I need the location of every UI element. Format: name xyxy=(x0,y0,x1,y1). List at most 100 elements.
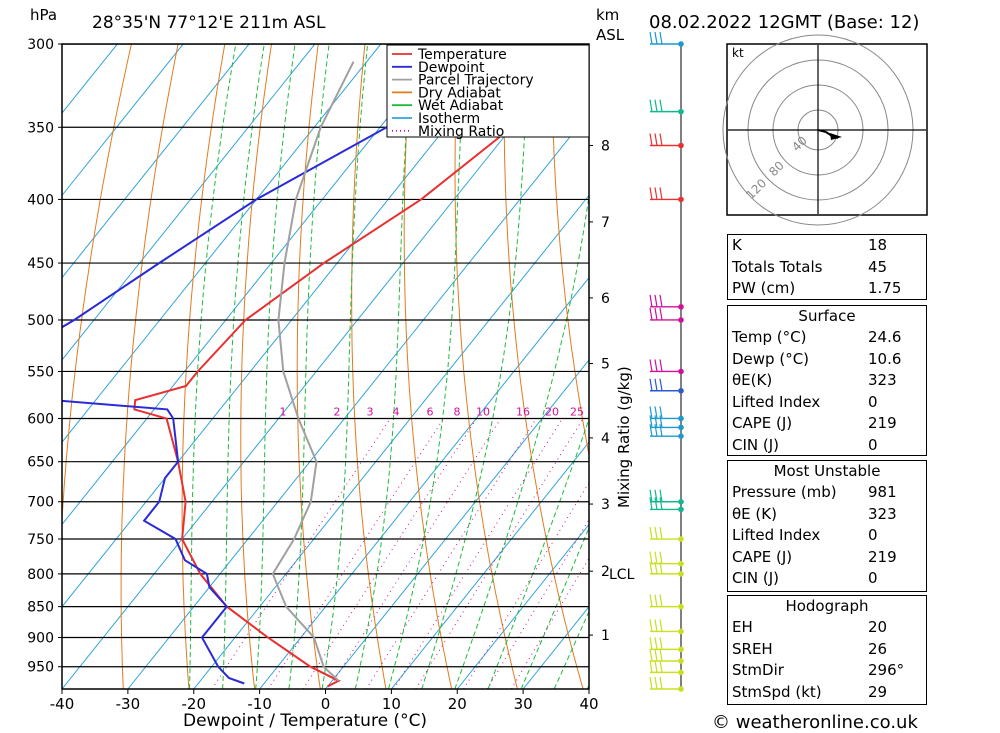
temperature-tick-label: 20 xyxy=(448,695,467,713)
isotherm-line xyxy=(62,44,184,197)
wind-barb-flag xyxy=(654,619,658,632)
wet-adiabat xyxy=(255,44,296,689)
wet-adiabat xyxy=(321,44,369,689)
wind-barb-flag xyxy=(659,359,663,372)
hpa-axis-label: hPa xyxy=(30,6,57,24)
dry-adiabat xyxy=(120,44,179,689)
wind-barb-flag xyxy=(659,133,663,146)
mu-row: CIN (J) 0 xyxy=(732,569,878,588)
lcl-label: LCL xyxy=(609,567,635,583)
wind-barb xyxy=(649,378,684,394)
mixing-ratio-label: 20 xyxy=(545,405,559,418)
mixing-ratio-line xyxy=(302,418,478,689)
legend-box xyxy=(386,44,590,138)
wind-barb-flag xyxy=(654,637,658,650)
wind-barb-flag xyxy=(654,187,658,200)
wind-barb-flag xyxy=(654,406,658,419)
wet-adiabat xyxy=(288,44,330,689)
mixing-ratio-line xyxy=(393,418,563,689)
wind-barb xyxy=(649,526,684,542)
wind-barb-flag xyxy=(659,561,663,574)
index-row-totals: Totals Totals 45 xyxy=(732,257,888,276)
wind-barb-flag xyxy=(649,497,653,510)
wind-barb-flag xyxy=(659,31,663,45)
wind-barb-flag xyxy=(659,637,663,650)
wind-barb-flag xyxy=(649,424,653,437)
series-dewpoint xyxy=(62,44,527,685)
indices-hodograph: Hodograph EH 20 SREH 26 StmDir 296° StmSpd … xyxy=(727,595,927,705)
copyright-text: © weatheronline.co.uk xyxy=(712,712,918,733)
skewt-plot xyxy=(62,44,589,689)
wind-barb xyxy=(649,660,684,676)
hodo-row: EH 20 xyxy=(732,618,888,636)
wind-barb-flag xyxy=(654,294,658,307)
wet-adiabat xyxy=(189,44,237,689)
wind-barb-flag xyxy=(649,359,653,372)
wind-barb-flag xyxy=(654,378,658,391)
wind-level-dot xyxy=(678,304,684,310)
wind-level-dot xyxy=(678,498,684,505)
wet-adiabat xyxy=(520,526,589,689)
wind-level-dot xyxy=(678,41,684,47)
wind-barb-flag xyxy=(649,561,653,574)
wind-level-dot xyxy=(678,686,684,692)
isotherm-line xyxy=(62,44,316,361)
wind-barb xyxy=(649,594,684,610)
wind-level-dot xyxy=(678,506,684,513)
pressure-tick-label: 950 xyxy=(27,660,54,676)
wind-barb-flag xyxy=(649,648,653,662)
wind-barb-flag xyxy=(659,676,663,690)
km-label: km xyxy=(596,6,619,24)
axes: 1 2 3 4 6 8 10 16 20 2530035040045050055060065070… xyxy=(27,37,634,713)
dry-adiabat xyxy=(551,44,589,458)
pressure-tick-label: 500 xyxy=(27,313,54,329)
temperature-tick-label: 10 xyxy=(382,695,401,713)
isotherm-line xyxy=(259,276,589,689)
wind-profile xyxy=(649,31,684,692)
pressure-tick-label: 850 xyxy=(27,600,54,616)
pressure-tick-label: 900 xyxy=(27,631,54,647)
index-row-pw: PW (cm) 1.75 xyxy=(732,279,902,298)
index-row-k: K 18 xyxy=(732,236,888,254)
wind-barb-flag xyxy=(659,187,663,200)
surface-row: Dewp (°C) 10.6 xyxy=(732,349,902,368)
pressure-tick-label: 400 xyxy=(27,192,54,208)
wind-barb xyxy=(649,561,684,577)
wind-barb-flag xyxy=(659,619,663,632)
wind-barb xyxy=(649,307,684,323)
isotherm-line xyxy=(62,44,382,443)
wind-barb-flag xyxy=(659,551,663,564)
x-axis-title: Dewpoint / Temperature (°C) xyxy=(183,711,427,731)
wet-adiabat xyxy=(388,44,466,689)
mu-row: Lifted Index 0 xyxy=(732,526,878,545)
wind-barb-flag xyxy=(654,648,658,662)
wet-adiabat xyxy=(421,44,530,689)
legend-entry: Dry Adiabat xyxy=(418,85,501,101)
indices-most-unstable: Most Unstable Pressure (mb) 981 θE (K) 323… xyxy=(727,460,927,592)
wind-barb-flag xyxy=(649,415,653,428)
wind-barb xyxy=(649,619,684,635)
wind-barb xyxy=(649,489,684,505)
wind-level-dot xyxy=(678,571,684,577)
temperature-tick-label: 30 xyxy=(514,695,533,713)
wind-barb xyxy=(649,187,684,203)
wind-barb-flag xyxy=(659,489,663,502)
mixing-ratio-label: 16 xyxy=(516,405,530,418)
plot-frame xyxy=(61,43,590,690)
km-tick-label: 3 xyxy=(601,497,610,513)
isotherm-line xyxy=(325,359,589,689)
hodo-row: SREH 26 xyxy=(732,639,888,658)
wind-barb-flag xyxy=(649,31,653,45)
wind-level-dot xyxy=(678,368,684,375)
indices-basic: K 18 Totals Totals 45 PW (cm) 1.75 xyxy=(727,234,927,300)
wind-barb-flag xyxy=(654,31,658,45)
km-tick-label: 4 xyxy=(601,431,610,447)
wind-barb-flag xyxy=(654,359,658,372)
hodo-row: StmSpd (kt) 29 xyxy=(732,682,888,701)
hodograph-storm-marker xyxy=(830,133,842,140)
wind-barb-flag xyxy=(649,551,653,564)
mixing-ratio-label: 2 xyxy=(334,405,341,418)
wind-barb-flag xyxy=(649,489,653,502)
